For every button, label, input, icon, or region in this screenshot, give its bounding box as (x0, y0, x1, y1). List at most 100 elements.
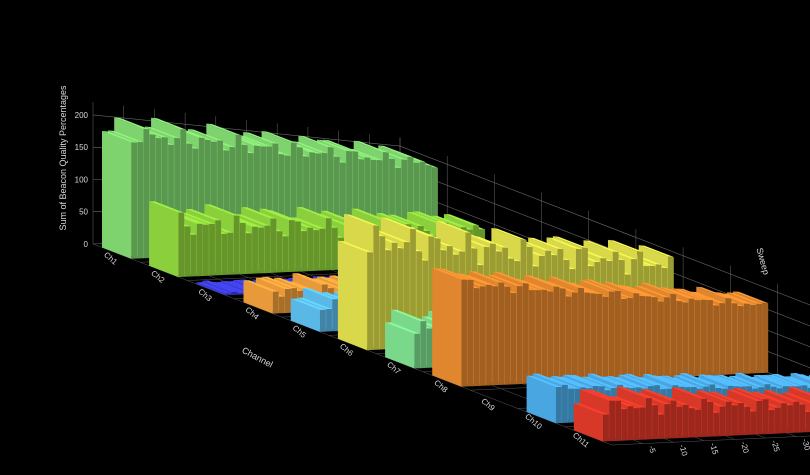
bar-top (351, 208, 387, 221)
bar-top (585, 279, 621, 292)
y-tick-label: 50 (79, 208, 88, 217)
bar-side (707, 299, 713, 376)
z-tick-label: -20 (739, 441, 751, 455)
bar-top (643, 374, 679, 386)
bar-side (701, 299, 707, 376)
bar-top (716, 374, 752, 387)
bar-ch1 (102, 131, 138, 259)
bar-side (510, 292, 517, 385)
bar-side (738, 403, 744, 436)
bar-top (618, 374, 654, 387)
y-tick-label: 200 (75, 111, 89, 120)
bar-top (214, 282, 250, 294)
bar-side (713, 412, 720, 437)
bar-top (735, 372, 771, 385)
bar-side (756, 303, 762, 374)
bar-top (235, 214, 271, 226)
bar-top (391, 309, 427, 322)
bar-top (290, 217, 326, 229)
bar-top (443, 214, 479, 226)
bar-top (690, 291, 726, 304)
bar-side (621, 409, 628, 441)
bar-side (627, 406, 634, 441)
bar-side (793, 401, 800, 433)
bar-side (319, 309, 326, 332)
bar-top (766, 374, 802, 387)
bar-top (237, 135, 273, 147)
z-tick-label: -10 (677, 443, 689, 457)
bar-top (606, 376, 642, 388)
bar-side (307, 227, 314, 272)
y-tick-label: 150 (75, 143, 89, 152)
bar-top (671, 288, 707, 300)
bar-side (676, 406, 683, 439)
bar-side (504, 286, 511, 385)
bar-top (144, 126, 180, 139)
bar-top (788, 387, 810, 396)
bar-top (374, 230, 410, 243)
bar-side (627, 297, 634, 380)
bar-side (288, 220, 295, 272)
bar-front (573, 403, 603, 442)
bar-top (376, 213, 412, 225)
bar-side (578, 287, 584, 382)
bar-side (682, 302, 689, 377)
bar-top (759, 375, 795, 387)
bar-side (285, 289, 291, 314)
bar-side (590, 293, 597, 381)
bar-side (658, 414, 665, 439)
bar-ch6 (337, 240, 373, 351)
bar-top (243, 132, 279, 144)
bar-ch11 (573, 403, 609, 442)
bar-side (762, 302, 769, 373)
bar-side (646, 398, 652, 440)
bar-top (114, 117, 150, 130)
bar-side (799, 404, 806, 433)
x-tick-label: Ch9 (479, 396, 496, 413)
bar-side (231, 291, 238, 296)
bar-side (713, 305, 720, 376)
bar-top (179, 212, 215, 224)
bar-front (290, 298, 320, 332)
bar-side (379, 236, 386, 350)
bar-side (522, 283, 529, 384)
bar-top (661, 375, 697, 387)
bar-side (196, 223, 203, 277)
bar-top (385, 322, 421, 334)
bar-side (203, 224, 209, 276)
bar-top (241, 207, 277, 219)
bar-top (579, 280, 615, 292)
bar-top (573, 403, 609, 415)
bar-top (659, 287, 695, 299)
bar-side (670, 400, 677, 439)
bar-side (664, 404, 671, 439)
bar-top (261, 276, 297, 289)
bar-top (151, 117, 187, 130)
bar-side (282, 236, 289, 273)
bar-top (296, 206, 332, 219)
bar-top (727, 292, 762, 305)
bar-side (467, 279, 474, 387)
bar-front (243, 280, 273, 314)
bar-top (608, 239, 644, 252)
bar-side (270, 218, 277, 273)
bar-top (353, 140, 389, 153)
bar-side (553, 286, 560, 383)
bar-side (633, 293, 640, 379)
bar-top (524, 275, 560, 287)
bar-top (202, 280, 238, 292)
bar-side (719, 303, 726, 375)
bar-top (546, 237, 582, 250)
bar-top (292, 141, 328, 154)
bar-top (255, 277, 291, 290)
bar-side (608, 291, 615, 380)
bar-top (311, 278, 347, 290)
bar-top (680, 373, 716, 385)
bar-top (727, 389, 763, 401)
bar-top (432, 268, 468, 280)
bar-top (790, 373, 810, 381)
bar-top (296, 297, 332, 310)
bar-side (473, 288, 480, 387)
z-tick-label: -15 (708, 442, 720, 456)
z-axis-label: Sweep (755, 247, 772, 276)
